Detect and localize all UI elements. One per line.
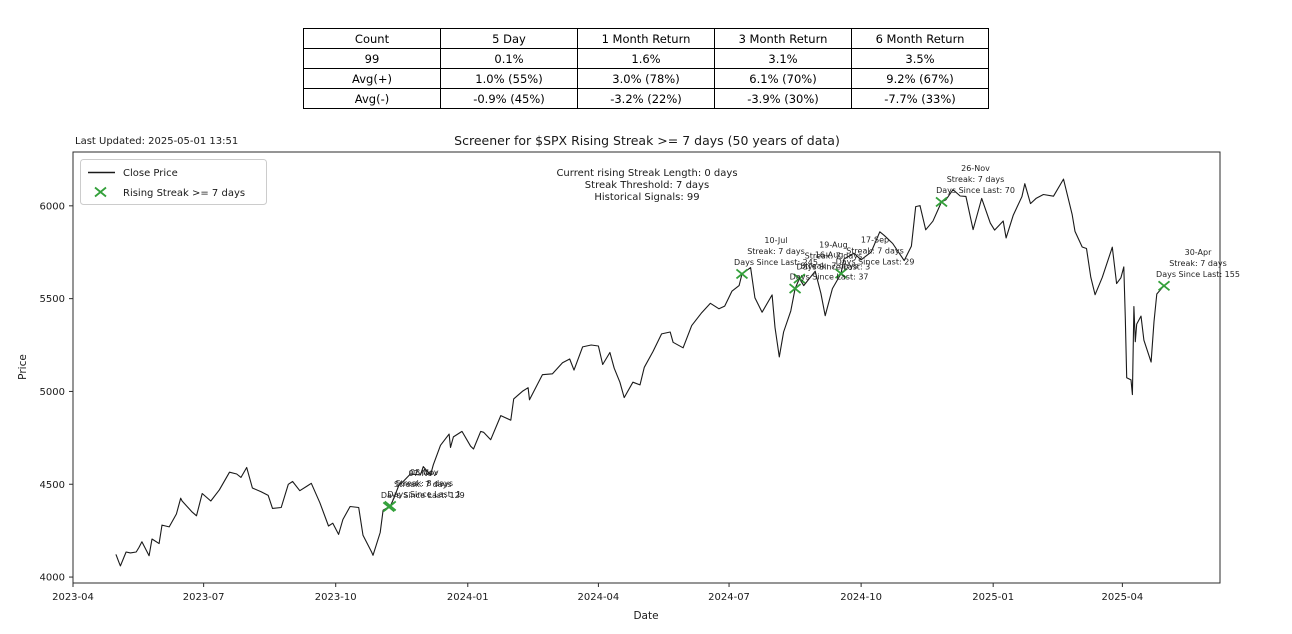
price-series: [115, 178, 1165, 567]
signal-marker-x: [789, 283, 802, 294]
stat-streak-threshold: Streak Threshold: 7 days: [585, 180, 709, 191]
y-tick-label: 5000: [40, 387, 65, 398]
x-tick-label: 2024-04: [578, 592, 620, 603]
signal-annotation-line: Streak: 7 days: [747, 247, 805, 256]
x-tick-label: 2023-07: [183, 592, 225, 603]
x-axis-label: Date: [633, 610, 658, 622]
signal-markers: [382, 196, 1171, 513]
x-tick-label: 2025-04: [1101, 592, 1143, 603]
x-tick-label: 2024-01: [447, 592, 489, 603]
legend: Close Price Rising Streak >= 7 days: [80, 159, 267, 205]
signal-annotation-line: 08-Nov: [410, 468, 439, 477]
x-tick-label: 2023-10: [315, 592, 357, 603]
signal-annotation-line: Streak: 7 days: [800, 262, 858, 271]
table-header-row: Count 5 Day 1 Month Return 3 Month Return 6 …: [303, 28, 989, 49]
y-tick-label: 4500: [40, 480, 65, 491]
legend-rising-streak-label: Rising Streak >= 7 days: [123, 188, 245, 199]
table-cell: Avg(-): [303, 88, 441, 109]
table-cell: -7.7% (33%): [851, 88, 989, 109]
legend-box: [80, 159, 267, 205]
signal-annotation-line: 10-Jul: [764, 236, 787, 245]
table-cell: -0.9% (45%): [440, 88, 578, 109]
signal-marker-x: [1157, 280, 1171, 292]
table-header-cell: 6 Month Return: [851, 28, 989, 49]
returns-summary-table: Count 5 Day 1 Month Return 3 Month Return 6 …: [303, 28, 989, 109]
table-cell: -3.9% (30%): [714, 88, 852, 109]
signal-marker-x: [834, 268, 848, 279]
signal-annotation-line: Days Since Last: 1: [387, 490, 461, 499]
table-cell: 6.1% (70%): [714, 68, 852, 89]
plot-frame: [72, 151, 1221, 584]
axis-ticks: 2023-04 2023-07 2023-10 2024-01 2024-04 2024-…: [40, 201, 1144, 603]
signal-annotation-line: 26-Nov: [961, 164, 990, 173]
signal-annotation-line: 16-Aug: [815, 251, 844, 260]
signal-annotation-line: 17-Sep: [861, 236, 889, 245]
signal-annotation-line: Days Since Last: 155: [1156, 270, 1240, 279]
signal-annotation-line: 07-Nov: [408, 469, 437, 478]
signal-annotation-line: Days Since Last: 129: [381, 491, 465, 500]
signal-annotations: 07-Nov Streak: 7 days Days Since Last: 129…: [381, 164, 1240, 500]
y-tick-label: 6000: [40, 201, 65, 212]
signal-annotation-line: Streak: 7 days: [947, 175, 1005, 184]
signal-annotation-line: Days Since Last: 29: [836, 258, 915, 267]
signal-annotation-line: Streak: 7 days: [394, 480, 452, 489]
stats-block: Current rising Streak Length: 0 days Str…: [556, 168, 737, 203]
x-tick-label: 2024-10: [840, 592, 882, 603]
signal-annotation-line: Days Since Last: 245: [734, 258, 818, 267]
table-row: Avg(+) 1.0% (55%) 3.0% (78%) 6.1% (70%) 9.2%…: [303, 68, 989, 89]
signal-annotation-line: Days Since Last: 37: [790, 273, 869, 282]
signal-annotation-line: Days Since Last: 70: [936, 186, 1015, 195]
x-tick-label: 2023-04: [52, 592, 94, 603]
stat-current-streak: Current rising Streak Length: 0 days: [556, 168, 737, 179]
legend-rising-streak-x-icon: [94, 186, 107, 198]
signal-marker-x: [735, 268, 749, 280]
legend-close-price-label: Close Price: [123, 168, 178, 179]
returns-summary-table-body: 99 0.1% 1.6% 3.1% 3.5% Avg(+) 1.0% (55%) 3.0% (…: [303, 48, 989, 109]
table-cell: 3.0% (78%): [577, 68, 715, 89]
signal-annotation-line: 30-Apr: [1185, 248, 1212, 257]
chart-title: Screener for $SPX Rising Streak >= 7 day…: [454, 133, 840, 148]
y-tick-label: 4000: [40, 573, 65, 584]
last-updated-text: Last Updated: 2025-05-01 13:51: [75, 136, 238, 147]
signal-marker-x: [935, 196, 948, 208]
y-tick-label: 5500: [40, 294, 65, 305]
signal-marker-x: [384, 500, 397, 512]
signal-annotation-line: Streak: 7 days: [846, 247, 904, 256]
signal-annotation-line: Streak: 7 days: [805, 252, 863, 261]
returns-summary-table-header: Count 5 Day 1 Month Return 3 Month Return 6 …: [303, 28, 989, 49]
signal-marker-x: [793, 273, 806, 284]
table-cell: -3.2% (22%): [577, 88, 715, 109]
stat-historical-signals: Historical Signals: 99: [594, 192, 699, 203]
signal-annotation-line: Days Since Last: 3: [797, 263, 871, 272]
signal-annotation-line: 19-Aug: [819, 241, 848, 250]
x-tick-label: 2024-07: [708, 592, 750, 603]
y-axis-label: Price: [17, 354, 29, 380]
table-row: Avg(-) -0.9% (45%) -3.2% (22%) -3.9% (30%) -…: [303, 88, 989, 109]
signal-annotation-line: Streak: 8 days: [396, 479, 454, 488]
close-price-line: [115, 178, 1165, 567]
x-tick-label: 2025-01: [972, 592, 1014, 603]
signal-annotation-line: Streak: 7 days: [1169, 259, 1227, 268]
